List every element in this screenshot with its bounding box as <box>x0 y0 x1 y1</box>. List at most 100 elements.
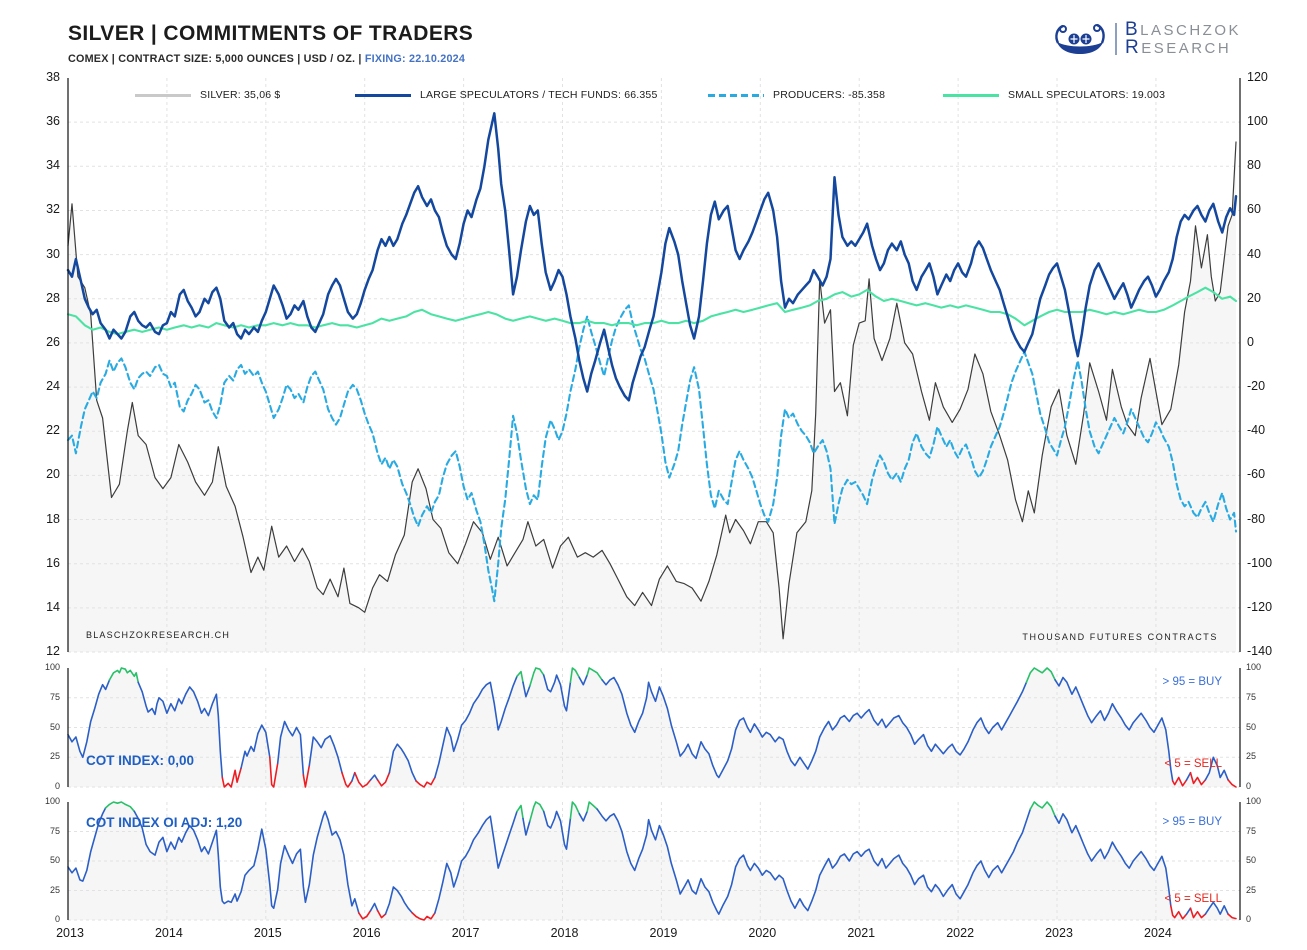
cot-index-sell-note: < 5 = SELL <box>1164 758 1222 770</box>
left-axis-tick: 12 <box>46 644 60 658</box>
cot_index_oi_adj-line-segment <box>1170 905 1188 920</box>
x-axis-year-label: 2021 <box>847 926 876 940</box>
cot_index-line-segment <box>1227 779 1237 788</box>
cot-index-oi-adj-buy-note: > 95 = BUY <box>1162 816 1222 828</box>
x-axis-year-label: 2016 <box>352 926 381 940</box>
cot_index-line-segment <box>1204 756 1229 781</box>
cot_index-line-segment <box>308 735 343 774</box>
cot_index_oi_adj-line-segment <box>104 801 136 813</box>
cot_index_oi_adj-line-segment <box>1227 913 1237 920</box>
cot_index_oi_adj-line-segment <box>1054 813 1172 907</box>
cot_index_oi_adj-line-segment <box>434 810 518 914</box>
x-axis-year-label: 2019 <box>649 926 678 940</box>
cot_index_oi_adj-left-tick: 0 <box>54 914 60 924</box>
left-axis-tick: 32 <box>46 202 60 217</box>
cot_index-line-segment <box>240 724 271 769</box>
producers-line-swatch <box>708 93 764 97</box>
x-axis-year-label: 2020 <box>748 926 777 940</box>
right-axis-tick: -140 <box>1247 644 1273 658</box>
left-axis-tick: 22 <box>46 423 60 438</box>
silver-line-swatch <box>135 93 191 97</box>
cot_index-right-tick: 25 <box>1246 751 1257 762</box>
cot_index_oi_adj-line-segment <box>376 909 387 919</box>
cot_index_oi_adj-left-tick: 100 <box>44 796 60 806</box>
left-axis-tick: 36 <box>46 114 60 129</box>
cot-index-oi-adj-label: COT INDEX OI ADJ: 1,20 <box>86 815 243 830</box>
cot_index-line-segment <box>341 771 353 788</box>
large-speculators-line <box>66 112 1238 402</box>
cot_index-line-segment <box>1185 771 1192 781</box>
left-axis-tick: 30 <box>46 246 60 261</box>
legend-label-silver: SILVER: 35,06 $ <box>200 89 281 101</box>
legend-item-silver: SILVER: 35,06 $ <box>135 88 280 102</box>
cot_index-line-segment <box>369 774 379 781</box>
cot_index-line-segment <box>276 720 305 776</box>
left-axis-tick: 18 <box>46 511 60 526</box>
cot_index-right-tick: 100 <box>1246 662 1262 672</box>
x-axis-year-label: 2017 <box>451 926 480 940</box>
x-axis-year-label: 2013 <box>56 926 84 940</box>
silver-area-fill <box>68 142 1236 652</box>
cot_index_oi_adj-right-tick: 25 <box>1246 884 1257 895</box>
cot_index-line-segment <box>221 767 242 788</box>
cot_index-line-segment <box>542 674 572 712</box>
cot_index_oi_adj-line-segment <box>522 817 531 836</box>
right-axis-unit-label: THOUSAND FUTURES CONTRACTS <box>1022 632 1218 642</box>
cot_index-line-segment <box>351 771 356 782</box>
cot_index-line-segment <box>388 743 417 782</box>
right-axis-tick: 0 <box>1247 334 1254 349</box>
cot_index-line-segment <box>415 776 436 788</box>
viking-ship-icon <box>1055 23 1105 54</box>
fixing-date: FIXING: 22.10.2024 <box>364 53 466 65</box>
legend-label-large-speculators: LARGE SPECULATORS / TECH FUNDS: 66.355 <box>420 89 658 101</box>
contract-spec-text: COMEX | CONTRACT SIZE: 5,000 OUNCES | US… <box>68 53 362 65</box>
cot_index-line-segment <box>302 764 311 788</box>
cot_index_oi_adj-line-segment <box>569 801 581 820</box>
cot_index_oi_adj-line-segment <box>1029 801 1056 817</box>
cot_index_oi_adj-left-tick: 75 <box>49 825 60 836</box>
cot_index_oi_adj-line-segment <box>411 912 436 921</box>
cot_index-left-tick: 75 <box>49 691 60 702</box>
cot-index-buy-note: > 95 = BUY <box>1162 676 1222 688</box>
cot_index-left-tick: 100 <box>44 662 60 672</box>
cot_index_oi_adj-line-segment <box>542 810 572 850</box>
right-axis-tick: -60 <box>1247 467 1266 482</box>
cot_index_oi_adj-line-segment <box>529 801 545 822</box>
cot-index-label: COT INDEX: 0,00 <box>86 753 195 768</box>
logo-line-1: BLASCHZOK <box>1124 19 1241 40</box>
cot_index-line-segment <box>67 679 111 759</box>
cot_index_oi_adj-line-segment <box>369 902 379 912</box>
legend-item-large-speculators: LARGE SPECULATORS / TECH FUNDS: 66.355 <box>355 88 658 102</box>
cot_index_oi_adj-right-tick: 75 <box>1246 825 1257 836</box>
cot_index-line-segment <box>137 681 224 779</box>
right-axis-tick: 20 <box>1247 290 1261 305</box>
cot_index_oi_adj-line-segment <box>1204 901 1229 915</box>
cot_index-line-segment <box>1054 676 1174 782</box>
cot_index_oi_adj-line-segment <box>67 807 107 882</box>
cot_index-right-tick: 75 <box>1246 691 1257 702</box>
cot_index_oi_adj-left-tick: 50 <box>49 855 60 865</box>
left-axis-tick: 38 <box>46 70 60 84</box>
cot_index-line-segment <box>569 667 581 684</box>
watermark-url: BLASCHZOKRESEARCH.CH <box>86 630 231 640</box>
cot_index_oi_adj-line-segment <box>586 801 598 813</box>
cot_index-right-tick: 50 <box>1246 721 1257 732</box>
cot_index_oi_adj-line-segment <box>516 804 524 820</box>
cot_index_oi_adj-line-segment <box>596 808 1032 915</box>
cot_index-left-tick: 50 <box>49 721 60 732</box>
small-speculators-line-swatch <box>943 93 999 97</box>
producers-line <box>66 304 1238 603</box>
logo-divider <box>1114 23 1117 55</box>
logo-text: BLASCHZOK RESEARCH <box>1125 21 1241 57</box>
cot_index_oi_adj-right-tick: 50 <box>1246 855 1257 865</box>
x-axis-year-label: 2015 <box>253 926 282 940</box>
right-axis-tick: 60 <box>1247 202 1261 217</box>
cot_index_oi_adj-right-tick: 0 <box>1246 914 1252 924</box>
x-axis-year-label: 2022 <box>946 926 975 940</box>
x-axis-year-label: 2023 <box>1045 926 1073 940</box>
cot_index_oi_adj-line-segment <box>1189 907 1207 919</box>
legend-item-producers: PRODUCERS: -85.358 <box>708 88 885 102</box>
cot_index_oi_adj-line-segment <box>1185 907 1192 915</box>
cot_index_oi_adj-line-segment <box>578 810 588 822</box>
